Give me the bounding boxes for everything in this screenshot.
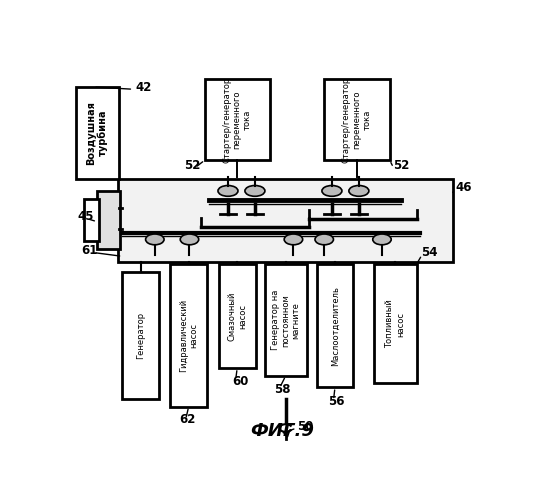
Ellipse shape <box>180 234 199 245</box>
Ellipse shape <box>284 234 303 245</box>
Text: Топливный
насос: Топливный насос <box>386 300 405 348</box>
Text: 62: 62 <box>179 414 196 426</box>
Text: Генератор: Генератор <box>136 312 145 359</box>
Bar <box>205 79 271 160</box>
Text: 56: 56 <box>328 395 344 408</box>
Bar <box>76 87 119 180</box>
Text: Маслоотделитель: Маслоотделитель <box>331 286 339 366</box>
Text: Генератор на
постоянном
магните: Генератор на постоянном магните <box>271 290 301 350</box>
Text: Гидравлический
насос: Гидравлический насос <box>179 299 199 372</box>
Text: 42: 42 <box>135 81 152 94</box>
Text: 50: 50 <box>297 420 313 432</box>
Bar <box>118 178 453 262</box>
Bar <box>123 272 160 399</box>
Text: 52: 52 <box>184 160 200 172</box>
Text: Стартер/генератор
переменного
тока: Стартер/генератор переменного тока <box>222 77 252 163</box>
Ellipse shape <box>322 186 342 196</box>
Ellipse shape <box>146 234 164 245</box>
Ellipse shape <box>245 186 265 196</box>
Text: ФИГ.9: ФИГ.9 <box>250 422 314 440</box>
Text: 46: 46 <box>455 181 472 194</box>
Text: 54: 54 <box>421 246 438 260</box>
Bar <box>375 264 417 384</box>
Ellipse shape <box>315 234 333 245</box>
Bar <box>170 264 207 406</box>
Ellipse shape <box>218 186 238 196</box>
Text: 52: 52 <box>394 160 410 172</box>
Bar <box>97 191 120 248</box>
Bar <box>324 79 389 160</box>
Bar <box>219 264 256 368</box>
Ellipse shape <box>373 234 391 245</box>
Bar <box>84 198 100 241</box>
Bar <box>317 264 354 387</box>
Text: Стартер/генератор
переменного
тока: Стартер/генератор переменного тока <box>342 77 371 163</box>
Text: 61: 61 <box>81 244 98 257</box>
Bar <box>265 264 307 376</box>
Text: Воздушная
турбина: Воздушная турбина <box>86 101 108 165</box>
Text: Смазочный
насос: Смазочный насос <box>228 292 247 341</box>
Text: 45: 45 <box>78 210 95 223</box>
Text: 60: 60 <box>232 375 248 388</box>
Ellipse shape <box>349 186 369 196</box>
Text: 58: 58 <box>274 382 290 396</box>
